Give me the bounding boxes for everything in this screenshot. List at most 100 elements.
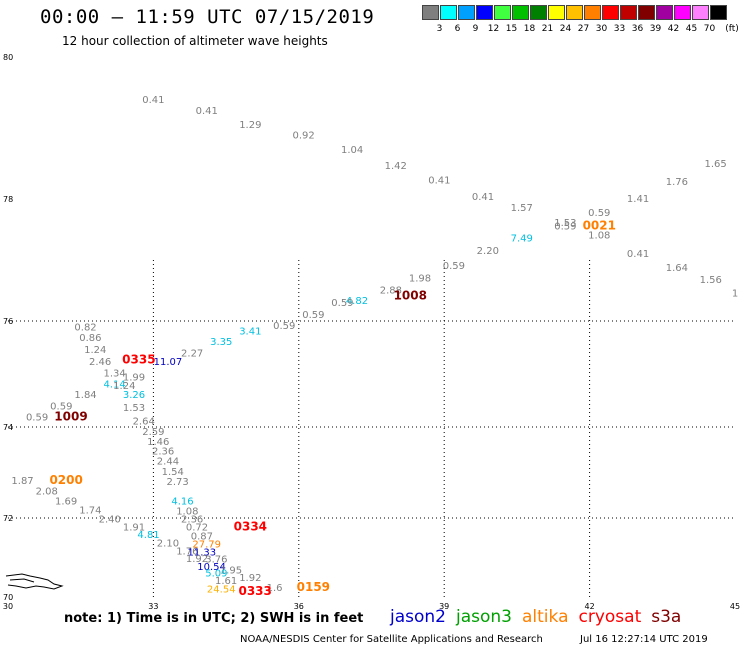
wave-height-value: 0.59 [554,222,576,233]
wave-height-value: 1.24 [113,381,135,392]
wave-height-value: 1.87 [11,476,33,487]
wave-height-value: 1.69 [55,496,77,507]
wave-height-value: 2.10 [157,538,179,549]
satellite-name: jason2 [390,607,446,627]
wave-height-value: 5.09 [205,568,227,579]
wave-height-value: 27.79 [192,540,221,551]
wave-height-value: 1.53 [554,218,576,229]
wave-height-value: 1.24 [84,345,106,356]
wave-height-value: 1.34 [103,369,125,380]
legend-swatch [422,5,439,20]
wave-height-value: 2.46 [89,357,111,368]
wave-height-value: 0.86 [79,333,101,344]
lon-tick-label: 36 [294,602,304,611]
legend-swatch [638,5,655,20]
coastline-path [5,573,64,590]
wave-height-value: 0.59 [302,310,324,321]
legend-swatch [656,5,673,20]
legend-label: 24 [559,24,572,34]
pass-time-value: 0334 [234,520,267,534]
wave-height-labels: 0.41 0.41 1.29 0.92 1.04 1.42 0.41 0.41 1.57 1.53… [11,95,738,595]
wave-height-value: 1.64 [666,263,688,274]
wave-height-value: 3.35 [210,337,232,348]
lat-tick-label: 72 [3,514,13,523]
lat-tick-label: 70 [3,593,13,602]
pass-time-value: 0159 [297,580,330,594]
pass-time-value: 0335 [122,352,155,366]
lon-tick-label: 39 [439,602,449,611]
footer-note: note: 1) Time is in UTC; 2) SWH is in fe… [64,611,364,626]
wave-height-value: 0.41 [627,249,649,260]
legend-swatch [566,5,583,20]
wave-height-value: 1.91 [123,523,145,534]
wave-height-value: 1.65 [704,159,726,170]
wave-height-value: 4.14 [103,379,125,390]
wave-height-value: 0.41 [142,95,164,106]
wave-height-value: 0.41 [196,106,218,117]
wave-height-value: 0.82 [74,323,96,334]
generated-timestamp: Jul 16 12:27:14 UTC 2019 [580,634,708,645]
wave-height-value: 2.08 [36,486,58,497]
wave-height-value: 1.92 [186,554,208,565]
legend-label: 21 [541,24,554,34]
wave-height-value: 2.59 [142,427,164,438]
legend-swatch [692,5,709,20]
wave-height-value: 2.40 [99,515,121,526]
wave-height-value: 10.54 [197,562,226,573]
wave-height-value: 2.44 [157,456,179,467]
wave-height-value: 1.04 [341,145,363,156]
wave-height-value: 1.74 [79,505,101,516]
wave-height-value: 4.81 [137,530,159,541]
wave-height-value: 1.99 [123,372,145,383]
wave-height-value: 0.92 [293,131,315,142]
wave-height-value: 1.29 [239,120,261,131]
wave-height-value: 1.08 [588,231,610,242]
pass-time-value: 1008 [394,289,427,303]
legend-label: 70 [703,24,716,34]
wave-height-value: 11.33 [188,548,217,559]
wave-height-value: 2.27 [181,349,203,360]
legend-label: 15 [505,24,518,34]
wave-height-value: 0.59 [273,321,295,332]
wave-height-value: 4.16 [171,496,193,507]
wave-height-value: 1.98 [409,273,431,284]
lon-tick-label: 33 [148,602,158,611]
pass-time-value: 0200 [49,473,82,487]
wave-height-value: 1.76 [176,546,198,557]
coastline [5,573,64,590]
wave-height-value: 0.87 [191,532,213,543]
wave-height-value: 1.08 [176,506,198,517]
wave-height-value: 7.49 [511,234,533,245]
legend-label: 9 [472,24,479,34]
legend-swatch [710,5,727,20]
wave-height-value: 2.36 [152,446,174,457]
lat-tick-label: 78 [3,195,13,204]
lat-tick-label: 80 [3,53,13,62]
legend-label: 12 [487,24,500,34]
wave-height-value: 3.76 [205,555,227,566]
legend-swatch [674,5,691,20]
wave-height-value: 0.59 [588,208,610,219]
legend-swatch [494,5,511,20]
legend-label: 36 [631,24,644,34]
wave-height-value: 0.41 [472,192,494,203]
wave-height-value: 1.57 [511,203,533,214]
pass-time-value: 1009 [54,410,87,424]
legend-label: 30 [595,24,608,34]
wave-height-value: 1.46 [147,437,169,448]
wave-height-value: 0.59 [331,298,353,309]
credit-text: NOAA/NESDIS Center for Satellite Applica… [240,634,543,645]
wave-height-value: 3.26 [123,390,145,401]
wave-height-value: 1.95 [220,565,242,576]
wave-height-value: 11.07 [154,357,183,368]
legend-swatch [476,5,493,20]
legend-label: 18 [523,24,536,34]
legend-swatch [512,5,529,20]
legend-swatch [584,5,601,20]
legend-label: 3 [436,24,443,34]
legend-label: 6 [454,24,461,34]
satellite-name: s3a [651,607,682,627]
satellite-name: cryosat [578,607,642,627]
lon-tick-label: 45 [730,602,740,611]
